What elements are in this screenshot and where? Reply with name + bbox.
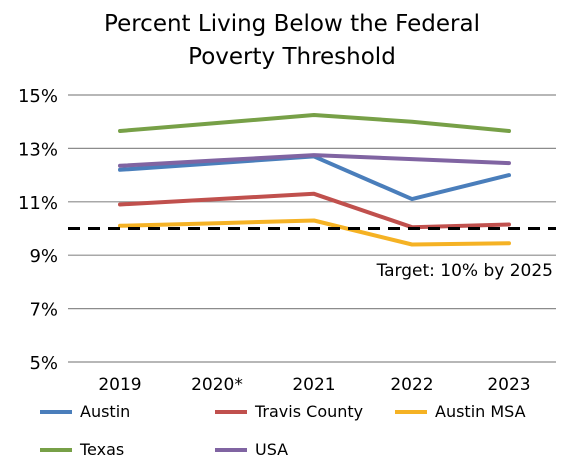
y-tick-label: 7% [29, 300, 58, 321]
series-lines [118, 113, 511, 247]
y-tick-label: 9% [29, 246, 58, 267]
y-tick-label: 15% [18, 86, 58, 107]
y-tick-label: 13% [18, 139, 58, 160]
x-tick-label: 2019 [98, 375, 141, 395]
target-line-group: Target: 10% by 2025 [68, 227, 556, 281]
chart-title-line1: Percent Living Below the Federal [104, 11, 480, 37]
gridlines [68, 94, 556, 363]
x-tick-label: 2023 [487, 375, 530, 395]
x-tick-label: 2021 [292, 375, 335, 395]
chart-title-line2: Poverty Threshold [188, 44, 396, 70]
series-line [118, 191, 511, 230]
series-line [118, 153, 511, 168]
y-axis-ticks: 5% 7% 9% 11% 13% 15% [18, 86, 58, 374]
series-line [118, 218, 511, 247]
chart-title: Percent Living Below the Federal Poverty… [0, 8, 584, 74]
x-axis-ticks: 2019 2020* 2021 2022 2023 [98, 375, 530, 395]
y-tick-label: 5% [29, 353, 58, 374]
target-label: Target: 10% by 2025 [376, 261, 553, 281]
series-line [118, 113, 511, 133]
x-tick-label: 2022 [390, 375, 433, 395]
x-tick-label: 2020* [191, 375, 243, 395]
y-tick-label: 11% [18, 193, 58, 214]
